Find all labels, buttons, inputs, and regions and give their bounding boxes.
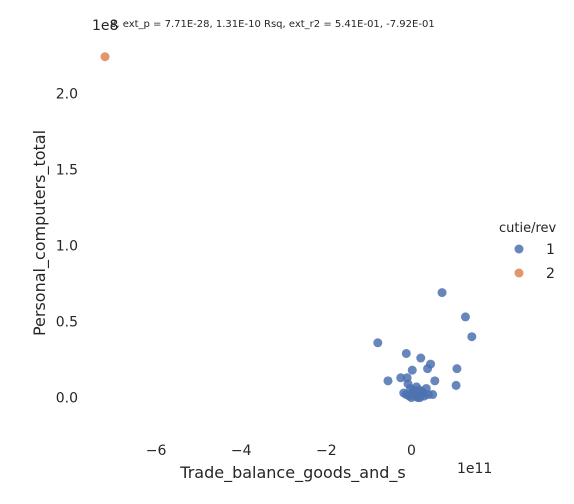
data-point-series-1	[383, 376, 393, 386]
data-point-series-1	[437, 288, 447, 298]
data-point-series-1	[396, 373, 406, 383]
legend-label: 1	[546, 242, 555, 258]
y-tick-label: 0.0	[56, 391, 78, 407]
x-tick-label: −4	[231, 443, 252, 459]
data-point-series-1	[452, 364, 462, 374]
legend-items: 12	[514, 242, 555, 282]
data-point-series-1	[467, 332, 477, 342]
y-axis-label: Personal_computers_total	[30, 130, 50, 336]
y-tick-label: 1.5	[56, 162, 78, 178]
data-point-series-1	[401, 348, 411, 358]
chart-title: 8, ext_p = 7.71E-28, 1.31E-10 Rsq, ext_r…	[110, 19, 435, 30]
x-tick-label: −2	[316, 443, 337, 459]
legend-title: cutie/rev	[499, 221, 557, 236]
scatter-points	[100, 52, 477, 403]
data-point-series-2	[100, 52, 110, 62]
x-tick-labels: −6 −4 −2 0	[146, 443, 416, 459]
y-tick-label: 1.0	[56, 238, 78, 254]
data-point-series-1	[414, 385, 424, 395]
y-tick-labels: 0.0 0.5 1.0 1.5 2.0	[56, 86, 78, 406]
data-point-series-1	[451, 380, 461, 390]
x-tick-label: 0	[407, 443, 416, 459]
x-tick-label: −6	[146, 443, 167, 459]
y-tick-label: 2.0	[56, 86, 78, 102]
legend-marker	[514, 244, 524, 254]
legend: cutie/rev 12	[499, 221, 557, 282]
legend-label: 2	[546, 266, 555, 282]
data-point-series-1	[460, 312, 470, 322]
data-point-series-1	[430, 376, 440, 386]
data-point-series-1	[406, 383, 416, 393]
data-point-series-1	[423, 364, 433, 374]
legend-marker	[514, 268, 524, 278]
x-axis-label: Trade_balance_goods_and_s	[179, 463, 405, 483]
data-point-series-1	[416, 353, 426, 363]
data-point-series-1	[373, 338, 383, 348]
data-point-series-1	[407, 365, 417, 375]
x-offset-text: 1e11	[457, 461, 492, 477]
y-offset-text: 1e8	[92, 18, 118, 34]
y-tick-label: 0.5	[56, 314, 78, 330]
